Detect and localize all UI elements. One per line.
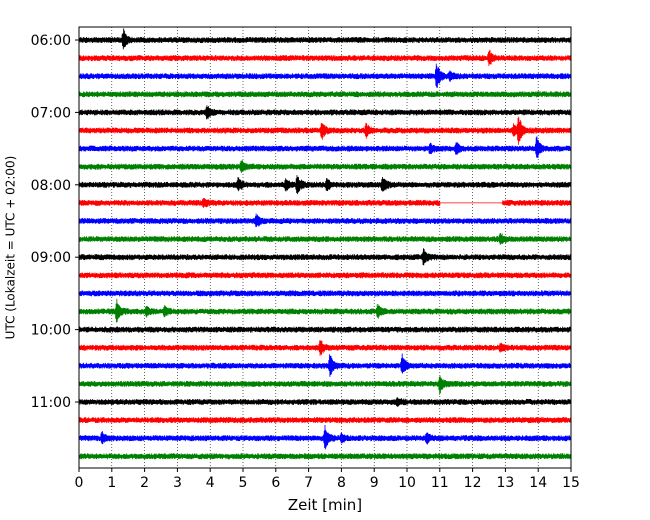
trace-06:45 — [78, 91, 572, 98]
x-tick-label-13: 13 — [496, 475, 514, 491]
trace-09:45 — [78, 298, 572, 323]
y-tick-label-08:00: 08:00 — [31, 178, 71, 194]
trace-06:00 — [78, 28, 572, 50]
x-tick-label-1: 1 — [107, 475, 116, 491]
y-tick-label-06:00: 06:00 — [31, 33, 71, 49]
trace-08:30 — [78, 213, 572, 227]
trace-10:15 — [78, 340, 572, 356]
trace-08:45 — [78, 232, 572, 245]
y-tick-label-11:00: 11:00 — [31, 395, 71, 411]
trace-07:15 — [78, 116, 572, 145]
y-tick-label-07:00: 07:00 — [31, 105, 71, 121]
y-axis-title: UTC (Lokalzeit = UTC + 02:00) — [4, 156, 18, 340]
trace-11:45 — [78, 453, 572, 460]
trace-11:15 — [78, 417, 572, 424]
trace-07:45 — [78, 160, 572, 174]
x-tick-label-9: 9 — [370, 475, 379, 491]
trace-08:15 — [78, 198, 572, 208]
plot-frame — [78, 26, 572, 469]
x-tick-label-14: 14 — [529, 475, 547, 491]
x-tick-label-11: 11 — [431, 475, 449, 491]
trace-10:00 — [78, 326, 572, 333]
trace-09:30 — [78, 290, 572, 297]
trace-06:30 — [78, 63, 572, 88]
trace-11:30 — [78, 424, 572, 450]
x-tick-label-7: 7 — [304, 475, 313, 491]
x-axis-ticks: 0 1 2 3 4 5 6 7 8 9 10 11 12 13 14 15 — [75, 468, 580, 491]
trace-10:30 — [78, 353, 572, 377]
y-axis-ticks: 06:00 07:00 08:00 09:00 10:00 11:00 — [31, 33, 79, 411]
trace-10:45 — [78, 375, 572, 395]
trace-07:00 — [78, 105, 572, 120]
y-tick-label-09:00: 09:00 — [31, 250, 71, 266]
y-tick-label-10:00: 10:00 — [31, 323, 71, 339]
seismic-traces — [78, 28, 572, 460]
x-tick-label-0: 0 — [75, 475, 84, 491]
x-tick-label-4: 4 — [206, 475, 215, 491]
x-tick-label-2: 2 — [140, 475, 149, 491]
trace-08:00 — [78, 175, 572, 195]
x-tick-label-15: 15 — [562, 475, 580, 491]
x-tick-label-5: 5 — [239, 475, 248, 491]
x-tick-label-3: 3 — [173, 475, 182, 491]
trace-11:00 — [78, 397, 572, 407]
x-tick-label-10: 10 — [398, 475, 416, 491]
trace-06:15 — [78, 49, 572, 67]
x-tick-label-6: 6 — [271, 475, 280, 491]
trace-07:30 — [78, 136, 572, 158]
x-tick-label-12: 12 — [464, 475, 482, 491]
trace-09:00 — [78, 248, 572, 266]
x-tick-label-8: 8 — [337, 475, 346, 491]
x-axis-title: Zeit [min] — [288, 496, 362, 514]
trace-09:15 — [78, 272, 572, 279]
